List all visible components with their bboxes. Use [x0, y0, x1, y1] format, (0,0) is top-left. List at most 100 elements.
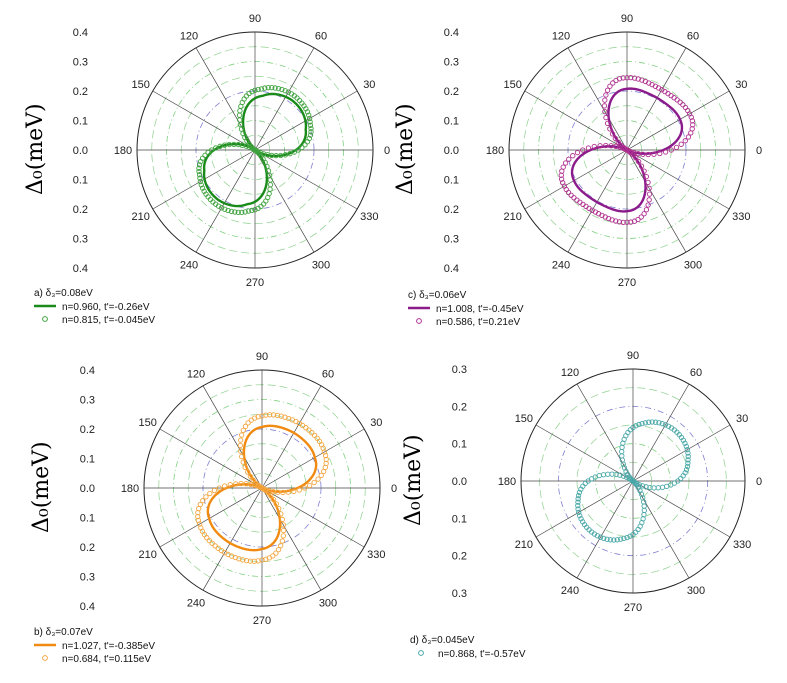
series-markers — [195, 412, 329, 564]
angle-tick-label: 330 — [732, 211, 750, 223]
data-point — [280, 489, 286, 496]
data-point — [301, 485, 308, 491]
angle-tick-label: 60 — [690, 367, 702, 379]
radial-tick-label: 0.4 — [80, 601, 95, 613]
data-point — [270, 412, 277, 418]
data-point — [255, 148, 261, 155]
data-point — [668, 147, 674, 153]
data-point — [633, 155, 639, 161]
data-point — [242, 423, 249, 429]
data-point — [203, 494, 209, 500]
radial-tick-label: 0.3 — [73, 234, 88, 246]
grid-spoke — [535, 424, 634, 482]
data-point — [276, 506, 282, 512]
radial-tick-label: 0.2 — [80, 424, 95, 436]
data-point — [205, 149, 211, 156]
data-point — [248, 417, 254, 423]
data-point — [659, 484, 666, 490]
data-point — [281, 527, 287, 534]
radial-tick-label: 0.2 — [73, 86, 88, 98]
data-point — [665, 423, 672, 429]
data-point — [306, 115, 313, 122]
angle-tick-label: 300 — [312, 259, 330, 271]
data-point — [558, 172, 564, 178]
data-point — [614, 537, 620, 543]
data-point — [575, 502, 581, 509]
angle-tick-label: 150 — [139, 417, 157, 429]
data-point — [233, 481, 239, 487]
data-point — [677, 99, 683, 105]
legend-marker-swatch — [418, 650, 424, 656]
panel-caption: c) δ₃=0.06eV — [408, 290, 467, 301]
data-point — [278, 413, 284, 419]
grid-spoke — [254, 47, 315, 151]
data-point — [199, 185, 206, 191]
angle-tick-label: 150 — [515, 413, 533, 425]
data-point — [570, 153, 576, 159]
angle-tick-label: 60 — [315, 31, 327, 43]
data-point — [197, 178, 204, 185]
grid-spoke — [261, 487, 322, 591]
data-point — [568, 192, 574, 198]
angle-tick-label: 30 — [736, 413, 748, 425]
data-point — [604, 87, 611, 93]
data-point — [239, 432, 245, 438]
data-point — [690, 122, 696, 128]
radial-tick-label: 0.0 — [73, 145, 88, 157]
data-point — [295, 147, 301, 153]
data-point — [259, 557, 265, 563]
data-point — [251, 558, 257, 564]
data-point — [314, 435, 320, 441]
grid-spoke — [632, 480, 690, 579]
data-point — [217, 143, 223, 149]
data-point — [575, 499, 581, 505]
angle-tick-label: 300 — [684, 259, 702, 271]
radial-tick-label: 0.2 — [73, 204, 88, 216]
data-point — [641, 503, 647, 509]
legend-label: n=0.960, t'=-0.26eV — [62, 302, 150, 313]
data-point — [575, 496, 581, 502]
data-point — [613, 77, 619, 84]
data-point — [242, 464, 248, 470]
grid-spoke — [261, 428, 365, 489]
data-point — [237, 108, 243, 114]
data-point — [575, 506, 581, 512]
radial-tick-label: 0.0 — [80, 483, 95, 495]
data-point — [628, 75, 634, 81]
data-point — [309, 430, 315, 436]
radial-tick-label: 0.3 — [80, 572, 95, 584]
data-point — [643, 173, 649, 180]
data-point — [240, 427, 246, 434]
data-point — [638, 214, 644, 220]
data-point — [684, 447, 690, 453]
radial-axis-label: Δ₀(meV) — [393, 103, 418, 195]
angle-tick-label: 210 — [504, 211, 522, 223]
data-point — [245, 208, 252, 214]
angle-tick-label: 0 — [756, 145, 762, 157]
angle-tick-label: 330 — [360, 211, 378, 223]
data-point — [673, 144, 680, 151]
data-point — [607, 537, 614, 543]
radial-tick-label: 0.1 — [73, 175, 88, 187]
angle-tick-label: 0 — [384, 145, 390, 157]
data-point — [245, 420, 251, 426]
data-point — [273, 501, 279, 507]
data-point — [578, 516, 584, 522]
angle-tick-label: 180 — [498, 476, 516, 488]
data-point — [620, 473, 627, 479]
data-point — [656, 420, 662, 426]
data-point — [243, 143, 249, 149]
data-point — [237, 442, 243, 449]
data-point — [575, 492, 582, 499]
radial-tick-label: 0.4 — [73, 27, 88, 39]
data-point — [619, 444, 625, 450]
angle-tick-label: 30 — [735, 79, 747, 91]
data-point — [685, 460, 691, 466]
data-point — [682, 104, 689, 111]
data-point — [602, 109, 608, 115]
data-point — [626, 475, 632, 482]
data-point — [308, 129, 314, 135]
grid-spoke — [524, 90, 628, 151]
data-point — [600, 472, 607, 478]
data-point — [645, 202, 651, 208]
